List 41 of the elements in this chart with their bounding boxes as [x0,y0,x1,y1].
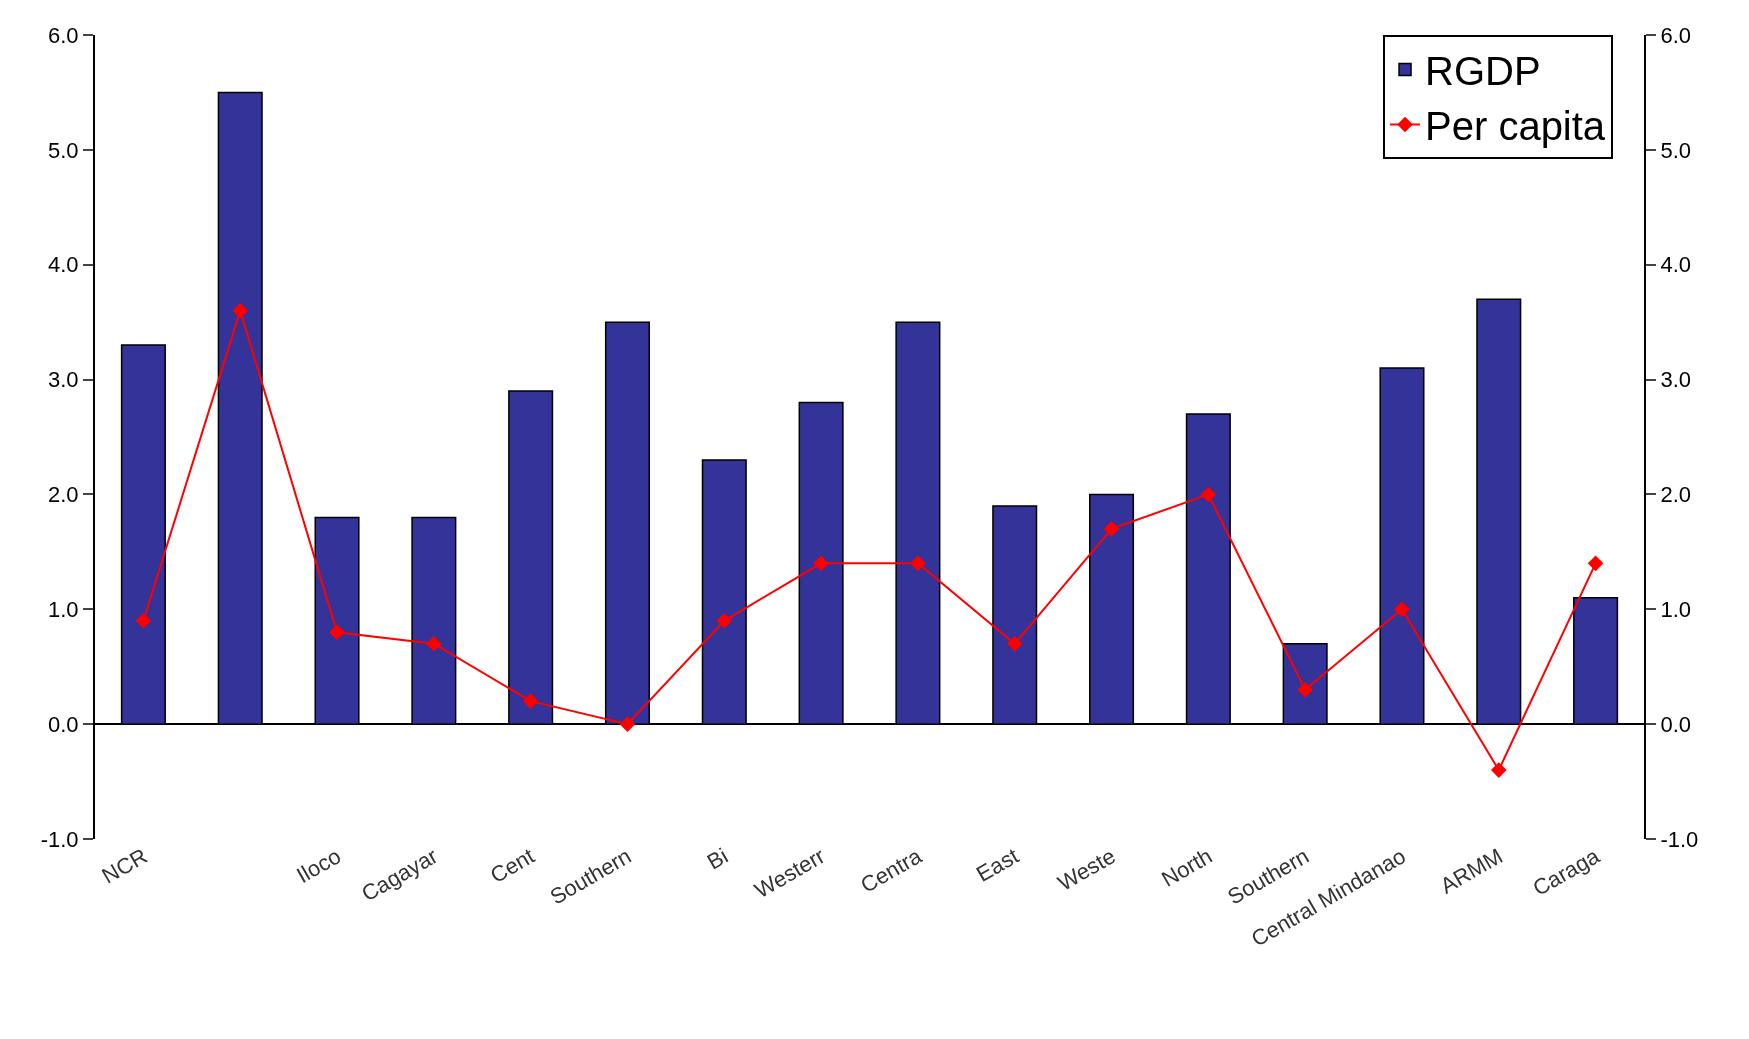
y-tick-label: 4.0 [48,252,79,278]
point [813,555,829,572]
point [619,716,636,732]
point [910,555,926,572]
x-tick-label: North [1157,843,1217,892]
point [1490,762,1507,778]
y2-tick-label: -1.0 [1660,826,1699,852]
y-tick-label: 6.0 [48,22,79,48]
x-tick-label: Bi [702,843,733,875]
y-tick-label: 1.0 [48,596,79,622]
point [1103,521,1120,537]
y-tick-label: 5.0 [48,137,79,163]
y2-tick-label: 6.0 [1660,22,1691,48]
point [1394,601,1410,618]
x-tick-label: Weste [1053,843,1120,896]
point [1006,635,1023,652]
y2-tick-label: 1.0 [1660,596,1691,622]
x-tick-label: East [972,843,1023,887]
point [1200,486,1217,503]
y-tick-label: 0.0 [48,711,79,737]
y2-tick-label: 4.0 [1660,252,1691,278]
y2-tick-label: 2.0 [1660,482,1691,508]
point [135,612,152,629]
legend-label: Per capita [1425,104,1606,149]
y2-tick-label: 5.0 [1660,137,1691,163]
x-tick-label: NCR [97,843,152,889]
y2-tick-label: 3.0 [1660,367,1691,393]
legend-label: RGDP [1425,49,1541,94]
point [716,612,733,629]
point [522,693,539,709]
point [426,635,442,652]
point [232,302,249,319]
point [329,624,345,641]
y-tick-label: 3.0 [48,367,79,393]
x-tick-label: Cent [485,843,539,889]
y2-tick-label: 0.0 [1660,711,1691,737]
y-tick-label: -1.0 [40,826,79,852]
point [1587,555,1604,572]
x-tick-label: Iloco [292,843,346,889]
y-tick-label: 2.0 [48,482,79,508]
point [1297,681,1313,698]
